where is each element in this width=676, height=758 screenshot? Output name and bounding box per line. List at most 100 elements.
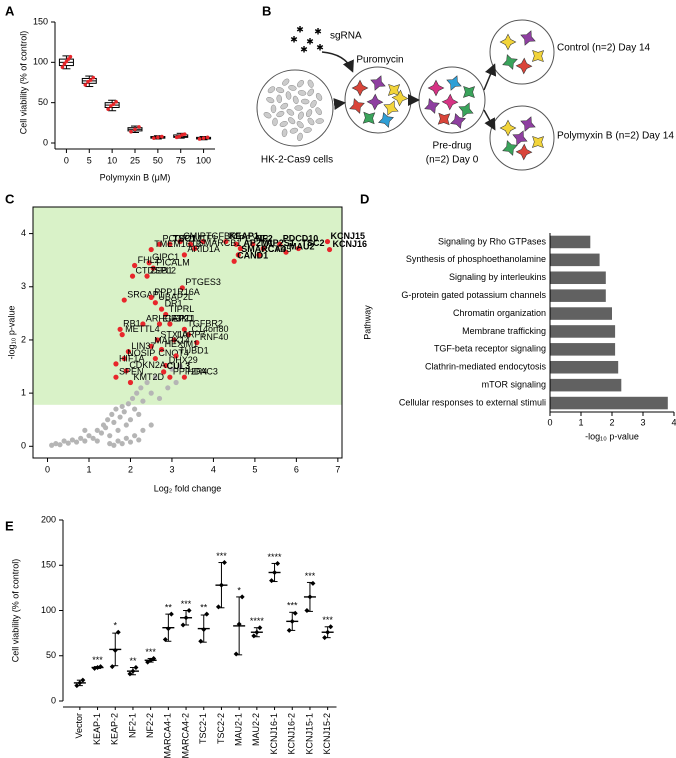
point	[197, 137, 202, 141]
hit-point	[223, 238, 229, 245]
sgrna-icon: ✱	[300, 44, 308, 54]
hit-label: KEAP1	[229, 231, 259, 241]
point	[156, 395, 163, 402]
point	[304, 608, 310, 613]
point	[310, 580, 316, 586]
hit-point	[173, 353, 179, 359]
point	[69, 437, 76, 443]
significance: ****	[250, 616, 265, 626]
point	[115, 438, 121, 444]
hit-label: PPP2R4	[173, 367, 208, 377]
x-tick-label: NF2-1	[127, 713, 137, 738]
hit-point	[231, 258, 237, 264]
point	[111, 102, 116, 107]
x-tick-label: NF2-2	[145, 713, 155, 738]
point	[136, 411, 142, 417]
cell	[276, 94, 282, 104]
point	[98, 430, 105, 436]
point	[74, 683, 80, 689]
point	[152, 374, 158, 380]
point	[98, 664, 104, 670]
point	[198, 638, 204, 644]
point	[204, 611, 210, 617]
hit-point	[121, 355, 127, 362]
hit-point	[148, 294, 154, 301]
hit-point	[260, 245, 266, 252]
cell	[515, 143, 533, 161]
hit-label: PCGF1	[163, 234, 193, 244]
point	[236, 621, 242, 627]
hit-label: CNOT4	[158, 348, 189, 358]
hit-label: RB1	[123, 319, 141, 329]
cell	[276, 87, 285, 94]
cell	[270, 104, 277, 114]
hit-point	[167, 374, 173, 380]
x-tick-label: 5	[87, 155, 92, 165]
hit-point	[277, 241, 283, 247]
hit-point	[119, 332, 125, 338]
cell	[370, 75, 386, 91]
hit-point	[179, 285, 185, 291]
point	[138, 385, 144, 391]
x-tick-label: 4	[211, 464, 216, 474]
cell	[306, 109, 313, 118]
hit-label: HDAC3	[187, 367, 218, 377]
cell	[387, 83, 401, 97]
cell	[427, 79, 445, 97]
cell	[378, 112, 394, 128]
hit-label: MAU2	[289, 242, 315, 252]
bar	[550, 325, 616, 338]
significance: ***	[216, 551, 227, 561]
category-label: Signaling by Rho GTPases	[438, 236, 547, 246]
x-tick-label: KCNJ16-1	[269, 713, 279, 755]
hit-label: TGFBR1	[206, 231, 242, 241]
hit-point	[156, 321, 163, 327]
y-tick-label: 4	[21, 228, 26, 238]
sgrna-icon: ✱	[316, 42, 324, 52]
arrow	[333, 98, 346, 110]
point	[140, 427, 146, 433]
point	[132, 433, 138, 439]
x-tick-label: TSC2-2	[216, 713, 226, 744]
point	[82, 438, 88, 444]
hit-label: TMEM161B	[154, 239, 202, 249]
category-label: G-protein gated potassium channels	[401, 290, 546, 300]
cell	[515, 57, 533, 75]
hit-label: PICALM	[156, 258, 190, 268]
cell	[424, 98, 440, 114]
cell	[279, 121, 288, 127]
point	[183, 615, 189, 621]
cell	[289, 127, 299, 134]
x-tick-label: 50	[153, 155, 163, 165]
point	[102, 425, 109, 431]
hit-point	[283, 249, 289, 255]
point	[132, 406, 138, 412]
x-tick-label: 2	[609, 417, 614, 427]
hit-point	[123, 368, 129, 374]
x-tick-label: 0	[45, 464, 50, 474]
label: HK-2-Cas9 cells	[261, 155, 333, 166]
hit-point	[235, 252, 241, 258]
cell	[281, 128, 288, 138]
hit-label: UBAP2L	[158, 292, 193, 302]
hit-label: KCTD5	[262, 244, 292, 254]
hit-point	[113, 374, 119, 380]
hit-label: NF2	[256, 234, 273, 244]
point	[205, 135, 210, 140]
point	[107, 441, 113, 447]
hit-label: CTDSPL2	[136, 266, 177, 276]
point	[127, 439, 134, 445]
hit-point	[185, 332, 192, 338]
cell	[297, 111, 304, 120]
point	[129, 395, 136, 402]
x-tick-label: 3	[169, 464, 174, 474]
cell	[531, 49, 545, 63]
hit-label: AP2M1	[243, 238, 273, 248]
x-tick-label: KEAP-1	[92, 713, 102, 745]
point	[292, 610, 298, 616]
hit-label: HIF1A	[119, 353, 145, 363]
hit-label: SMARCB1	[198, 238, 242, 248]
cell	[499, 33, 517, 51]
hit-label: METTL4	[125, 324, 160, 334]
